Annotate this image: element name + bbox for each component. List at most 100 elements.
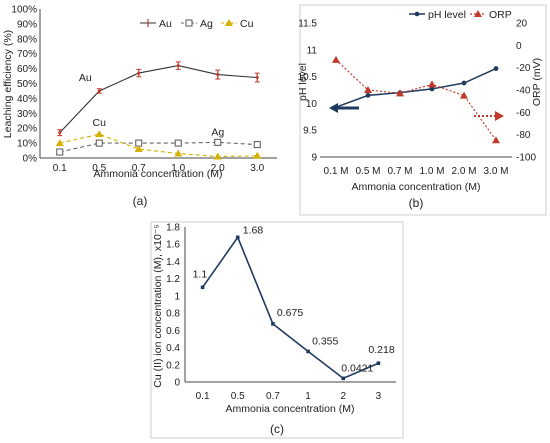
chart-c-frame (150, 221, 404, 439)
chart-a-panel-label: (a) (133, 194, 148, 208)
series-cu-point (134, 145, 143, 153)
chart-c-ytick: 1.8 (166, 223, 180, 234)
chart-b-ytick-right: -80 (516, 130, 531, 141)
chart-c-ytick: 1.2 (166, 274, 180, 285)
series-cu-point (55, 139, 64, 147)
series-cu-ion-point (271, 322, 275, 326)
series-au-point (97, 89, 101, 93)
chart-c-ytick: 1.4 (166, 257, 180, 268)
chart-a-annotation: Ag (211, 126, 224, 138)
series-au-point (58, 131, 62, 135)
legend-cu: Cu (240, 18, 254, 30)
series-ph-level-point (461, 80, 467, 86)
legend-orp: ORP (489, 9, 512, 21)
chart-a-ytick: 80% (17, 34, 37, 45)
chart-c-xtick: 3 (376, 391, 382, 402)
series-ph-level-point (493, 66, 499, 71)
chart-a-ytick: 10% (17, 139, 37, 150)
series-cu-ion-point (200, 285, 205, 290)
chart-b-ytick-right: -100 (516, 153, 536, 164)
chart-b-xtick: 3.0 M (483, 166, 508, 177)
series-orp-point (332, 55, 340, 63)
chart-c-data-label: 0.218 (368, 344, 394, 356)
series-cu-point (174, 149, 183, 157)
legend-ph: pH level (428, 9, 466, 21)
chart-c-ytick: 0.4 (166, 343, 180, 354)
series-orp-point (364, 86, 372, 93)
series-orp-point (460, 91, 468, 99)
series-cu-point (213, 152, 222, 160)
chart-b-ytick-left: 11 (307, 45, 318, 56)
chart-c-data-label: 1.68 (243, 224, 264, 236)
chart-a-ytick: 0% (23, 154, 38, 165)
series-cu-ion-point (235, 235, 240, 240)
chart-b-ytick-left: 9.5 (303, 126, 317, 137)
series-ph-level-point (365, 92, 371, 98)
chart-a-annotation: Au (79, 72, 92, 84)
chart-c-ytick: 0.6 (166, 326, 180, 337)
chart-b-frame (299, 4, 547, 216)
chart-a-legend: Au Ag Cu (140, 18, 254, 30)
series-cu-point (253, 151, 262, 159)
series-ph-level-point (429, 86, 435, 92)
chart-c-data-label: 0.355 (312, 335, 338, 347)
series-cu-ion-point (376, 361, 381, 366)
series-cu-line (59, 133, 258, 158)
chart-a-annotation: Cu (93, 117, 107, 129)
legend-au: Au (159, 18, 172, 30)
chart-b-xlabel: Ammonia concentration (M) (352, 181, 481, 193)
chart-c-data-label: 0.675 (277, 307, 303, 319)
chart-b-xtick: 2.0 M (451, 166, 476, 177)
chart-c-xtick: 0.7 (266, 391, 280, 402)
chart-b-ytick-right: -40 (516, 86, 531, 97)
chart-a-ytick: 70% (17, 49, 37, 60)
chart-b-ylabel-left: pH level (297, 63, 309, 101)
chart-c-xtick: 2 (340, 391, 346, 402)
series-ag-point (174, 139, 182, 147)
chart-b-ytick-right: -20 (516, 63, 531, 74)
chart-a-ytick: 40% (17, 94, 37, 105)
series-au-point (255, 76, 259, 80)
chart-c-ylabel: Cu (II) ion concentration (M), x10⁻⁵ (152, 224, 164, 387)
series-orp-point (396, 89, 404, 97)
chart-a-xlabel: Ammonia concentration (M) (94, 168, 223, 180)
chart-a-xtick: 0.5 (92, 163, 106, 174)
chart-c-data-label: 0.0421 (341, 362, 373, 374)
chart-a-ytick: 20% (17, 124, 37, 135)
series-orp-point (492, 136, 500, 144)
chart-b-ylabel-right: ORP (mV) (531, 58, 543, 106)
chart-c: 00.20.40.60.811.21.41.61.8 0.1 0.5 0.7 1 2 3 … (150, 221, 404, 439)
series-ag-point (253, 141, 261, 149)
chart-b-xtick: 0.1 M (323, 166, 348, 177)
chart-c-xtick: 0.5 (231, 391, 245, 402)
chart-b-orp-arrow (474, 111, 504, 121)
chart-c-ytick: 1.6 (166, 240, 180, 251)
chart-c-ytick: 0.2 (166, 360, 180, 371)
series-ph-level-line (335, 67, 497, 108)
series-ag-point (214, 138, 222, 146)
chart-b-ytick-left: 9 (311, 153, 317, 164)
series-cu-ion-point (306, 349, 310, 354)
chart-b-ytick-left: 10.5 (298, 72, 318, 83)
chart-b-panel-label: (b) (409, 196, 424, 210)
series-orp-point (428, 80, 436, 88)
chart-a-ytick: 60% (17, 64, 37, 75)
chart-b-xtick: 0.5 M (355, 166, 380, 177)
series-au-point (216, 73, 220, 77)
series-au-point (176, 64, 180, 68)
chart-c-ytick: 0.8 (166, 309, 180, 320)
series-au-line (59, 65, 258, 134)
chart-a-xtick: 3.0 (250, 163, 264, 174)
series-ag-point (56, 148, 64, 156)
chart-c-xtick: 1 (305, 391, 311, 402)
chart-c-data-label: 1.1 (193, 268, 208, 280)
chart-b-ytick-left: 11.5 (298, 19, 317, 30)
series-cu-ion-line (201, 235, 379, 380)
chart-c-panel-label: (c) (270, 422, 284, 436)
chart-c-xlabel: Ammonia concentration (M) (226, 403, 355, 415)
chart-b-xtick: 0.7 M (387, 166, 412, 177)
chart-b-xtick: 1.0 M (419, 166, 444, 177)
chart-c-ytick: 0 (174, 378, 180, 389)
legend-ag: Ag (200, 18, 213, 30)
